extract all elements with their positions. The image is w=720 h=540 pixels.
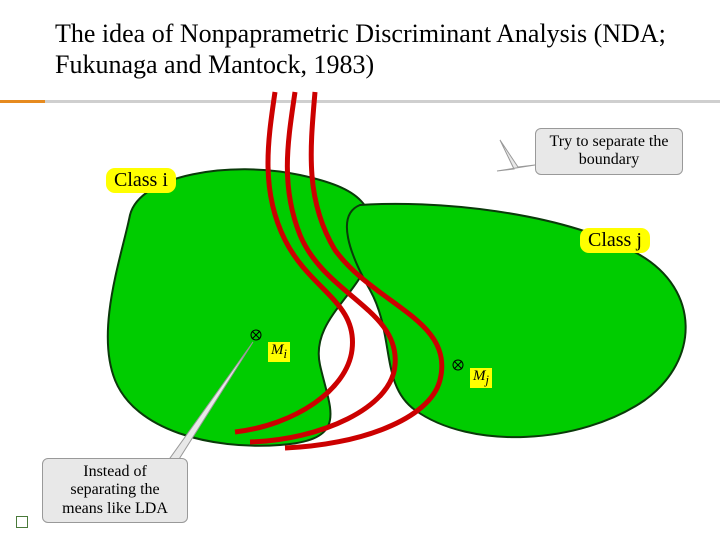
- mi-label: Mi: [268, 342, 290, 362]
- mj-sub: j: [486, 373, 489, 387]
- class-i-label: Class i: [106, 168, 176, 193]
- mi-sub: i: [284, 347, 287, 361]
- callout-instead-lda: Instead of separating the means like LDA: [42, 458, 188, 523]
- class-j-label: Class j: [580, 228, 650, 253]
- mj-letter: M: [473, 368, 486, 384]
- callout-pointer-separate: [497, 140, 535, 171]
- callout-separate-boundary: Try to separate the boundary: [535, 128, 683, 175]
- class-i-blob: [108, 169, 373, 445]
- mj-label: Mj: [470, 368, 492, 388]
- corner-decor: [16, 516, 28, 528]
- mi-letter: M: [271, 342, 284, 358]
